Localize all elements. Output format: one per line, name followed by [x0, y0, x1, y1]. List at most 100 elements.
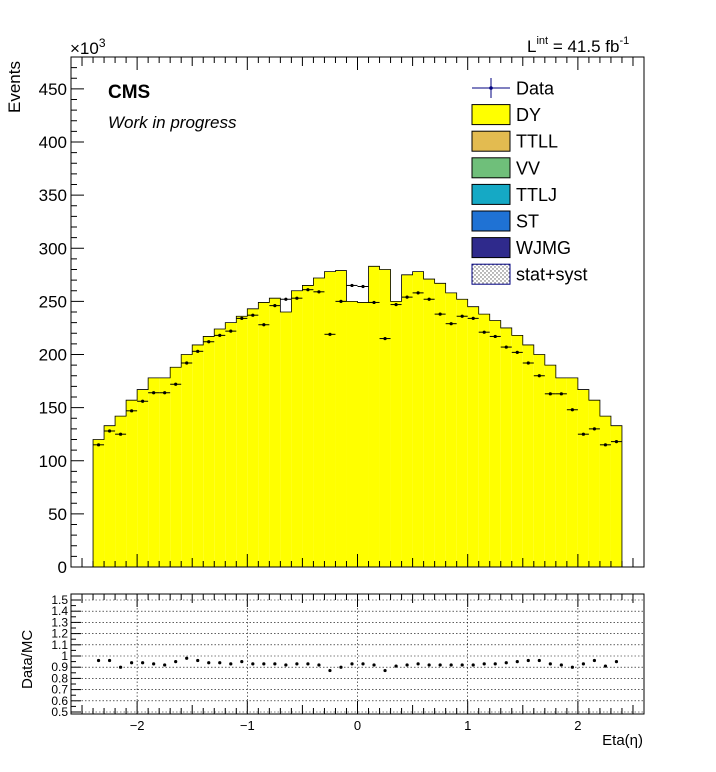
- legend-label: VV: [516, 158, 540, 178]
- legend-label: ST: [516, 212, 539, 232]
- ratio-point: [306, 662, 310, 666]
- data-point: [118, 432, 123, 436]
- dy-bar: [588, 400, 600, 567]
- y-tick-label: 300: [39, 239, 67, 258]
- dy-bar: [313, 278, 325, 567]
- dy-bar: [258, 302, 270, 567]
- ratio-point: [504, 661, 508, 665]
- legend-label: DY: [516, 105, 541, 125]
- data-point: [284, 297, 288, 301]
- data-point: [163, 391, 167, 395]
- ratio-point: [328, 668, 332, 673]
- ratio-point: [559, 663, 563, 667]
- data-point: [405, 295, 409, 299]
- legend-color-box: [471, 130, 511, 152]
- data-point: [515, 350, 519, 354]
- dy-bar: [126, 400, 138, 567]
- ratio-y-axis: 0.50.60.70.80.911.11.21.31.41.5: [51, 593, 81, 719]
- ratio-point: [526, 658, 530, 663]
- dy-bar: [181, 354, 193, 567]
- dy-bar: [269, 298, 281, 567]
- main-y-label: Events: [5, 61, 24, 113]
- dy-bar: [401, 274, 413, 567]
- ratio-y-tick-label: 1: [61, 649, 68, 663]
- data-point: [207, 340, 211, 344]
- dy-bar: [379, 269, 391, 567]
- dy-bar: [137, 389, 149, 567]
- data-point: [449, 322, 453, 326]
- ratio-point: [96, 658, 101, 663]
- ratio-point: [350, 662, 354, 666]
- ratio-point: [438, 663, 442, 667]
- legend-entry: stat+syst: [471, 263, 588, 285]
- ratio-point: [229, 662, 233, 666]
- ratio-point: [592, 658, 597, 663]
- data-point: [141, 399, 145, 403]
- data-point: [306, 288, 310, 292]
- ratio-x-tick-label: 0: [354, 718, 361, 733]
- legend-label: Data: [516, 79, 555, 99]
- legend-entry: VV: [471, 157, 540, 179]
- y-tick-label: 350: [39, 186, 67, 205]
- dy-bar: [104, 425, 116, 567]
- data-point: [174, 382, 178, 386]
- ratio-y-tick-label: 1.2: [51, 627, 68, 641]
- ratio-x-axis: −2 −1 0 1 2: [70, 594, 645, 733]
- ratio-point: [207, 661, 211, 665]
- data-point: [350, 283, 354, 288]
- legend-color-box: [471, 183, 511, 205]
- legend-label: WJMG: [516, 238, 571, 258]
- dy-bar: [324, 271, 336, 567]
- ratio-point: [339, 665, 343, 669]
- ratio-point: [284, 663, 288, 667]
- data-point: [317, 290, 321, 294]
- dy-bar: [203, 336, 215, 567]
- data-points: [93, 283, 622, 447]
- legend-label: TTLJ: [516, 185, 557, 205]
- y-tick-label: 0: [58, 558, 67, 577]
- legend-color-box: [471, 237, 511, 259]
- ratio-point: [218, 661, 222, 665]
- main-y-axis: 0 50 100 150 200 250 300 350 400 450: [39, 67, 84, 577]
- data-point: [504, 345, 508, 349]
- ratio-point: [570, 665, 574, 669]
- dy-bar: [335, 270, 347, 567]
- ratio-point: [130, 661, 134, 665]
- ratio-point: [416, 662, 420, 666]
- y-tick-label: 150: [39, 399, 67, 418]
- dy-bar: [346, 301, 358, 567]
- y-tick-label: 250: [39, 292, 67, 311]
- dy-bar: [214, 329, 226, 567]
- ratio-point: [262, 662, 266, 666]
- dy-bar: [247, 308, 259, 567]
- dy-bar: [445, 292, 457, 567]
- ratio-point: [317, 663, 321, 667]
- data-point: [185, 361, 189, 365]
- ratio-x-label: Eta(η): [602, 732, 643, 749]
- data-point: [493, 334, 497, 339]
- dy-bar: [93, 439, 105, 567]
- ratio-panel: 0.50.60.70.80.911.11.21.31.41.5 −2 −1 0 1 2 …: [19, 593, 645, 749]
- cms-label: CMS: [108, 82, 150, 103]
- y-tick-label: 200: [39, 346, 67, 365]
- data-point: [559, 392, 563, 396]
- ratio-point: [449, 663, 453, 667]
- dy-bar: [423, 279, 435, 567]
- dy-bar: [357, 302, 369, 567]
- data-point: [471, 316, 475, 320]
- dy-bar: [500, 327, 512, 567]
- legend-color-box: [471, 210, 511, 232]
- y-tick-label: 50: [48, 505, 67, 524]
- data-point: [273, 304, 277, 308]
- ratio-y-tick-label: 0.6: [51, 694, 68, 708]
- data-point: [130, 409, 134, 413]
- data-point: [581, 432, 585, 436]
- dy-outline: [92, 265, 623, 567]
- ratio-x-tick-label: −1: [240, 718, 255, 733]
- ratio-point: [460, 663, 464, 667]
- ratio-point: [515, 660, 519, 664]
- data-point: [218, 333, 222, 337]
- ratio-y-tick-label: 1.5: [51, 593, 68, 607]
- ratio-point: [240, 660, 244, 664]
